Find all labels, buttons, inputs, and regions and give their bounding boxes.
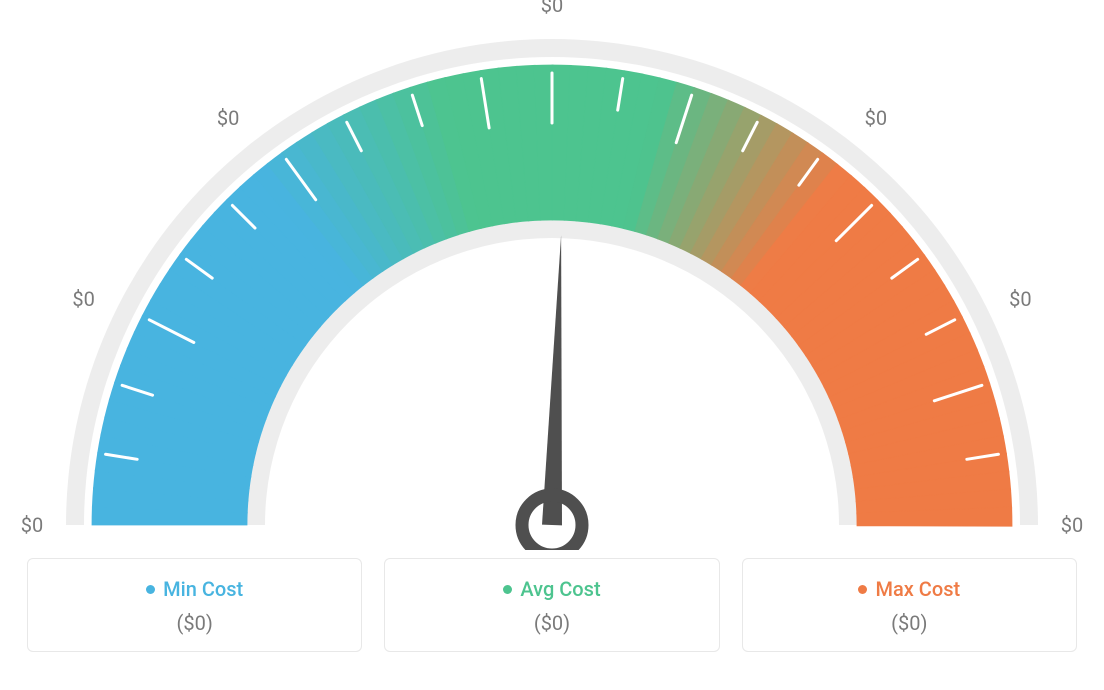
legend-value: ($0): [891, 611, 927, 635]
legend-label-text: Max Cost: [875, 577, 960, 601]
legend-label: Min Cost: [146, 577, 243, 601]
legend-box: Min Cost ($0): [27, 558, 362, 652]
needle: [542, 235, 562, 525]
scale-label: $0: [865, 106, 887, 130]
scale-label: $0: [72, 287, 94, 311]
gauge-chart: $0$0$0$0$0$0$0: [27, 10, 1077, 550]
gauge-svg: [27, 10, 1077, 550]
scale-label: $0: [21, 513, 43, 537]
legend-label-text: Avg Cost: [520, 577, 600, 601]
legend-row: Min Cost ($0) Avg Cost ($0) Max Cost ($0…: [27, 558, 1077, 652]
legend-box: Avg Cost ($0): [384, 558, 719, 652]
legend-box: Max Cost ($0): [742, 558, 1077, 652]
legend-label: Avg Cost: [503, 577, 600, 601]
legend-value: ($0): [534, 611, 570, 635]
legend-dot-icon: [503, 585, 512, 594]
scale-label: $0: [1009, 287, 1031, 311]
legend-label-text: Min Cost: [163, 577, 243, 601]
legend-dot-icon: [858, 585, 867, 594]
scale-label: $0: [1061, 513, 1083, 537]
legend-dot-icon: [146, 585, 155, 594]
legend-label: Max Cost: [858, 577, 960, 601]
scale-label: $0: [217, 106, 239, 130]
scale-label: $0: [541, 0, 563, 17]
legend-value: ($0): [177, 611, 213, 635]
